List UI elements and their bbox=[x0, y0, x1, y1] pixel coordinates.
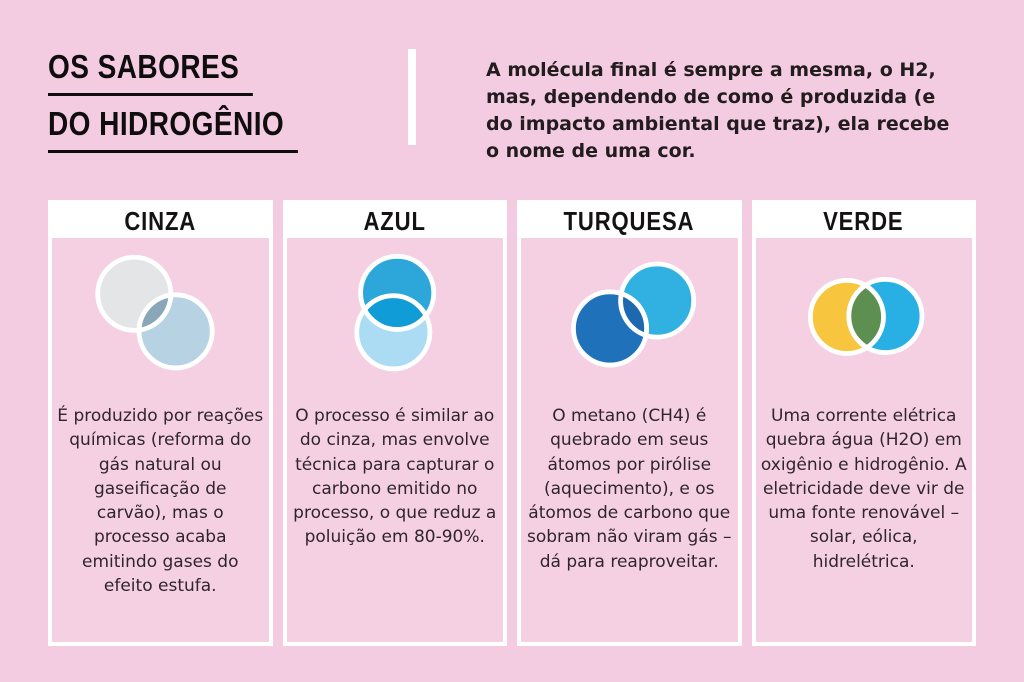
venn-overlap bbox=[360, 293, 432, 330]
card-verde: VERDE Uma corrente elétrica quebra água … bbox=[751, 200, 976, 646]
venn-overlap bbox=[620, 289, 649, 338]
card-turquesa-label: TURQUESA bbox=[563, 205, 695, 236]
card-cinza-header: CINZA bbox=[52, 204, 269, 238]
card-cinza-label: CINZA bbox=[124, 205, 197, 236]
venn-overlap bbox=[845, 280, 883, 354]
venn-diagram-verde bbox=[807, 276, 924, 356]
card-azul: AZUL O processo é similar ao do cinza, m… bbox=[282, 200, 507, 646]
card-body: O metano (CH4) é quebrado em seus átomos… bbox=[521, 238, 738, 642]
card-verde-label: VERDE bbox=[823, 205, 904, 236]
card-turquesa: TURQUESA O metano (CH4) é quebrado em se… bbox=[517, 200, 742, 646]
venn-circle-1-outline bbox=[618, 291, 647, 340]
card-azul-header: AZUL bbox=[286, 204, 503, 238]
venn-overlap bbox=[136, 292, 171, 331]
venn-circle-1-outline bbox=[357, 295, 430, 332]
venn-diagram-turquesa bbox=[571, 261, 697, 368]
venn-diagram-azul bbox=[353, 253, 436, 372]
card-turquesa-description: O metano (CH4) é quebrado em seus átomos… bbox=[526, 406, 732, 572]
card-azul-description: O processo é similar ao do cinza, mas en… bbox=[293, 406, 497, 548]
vertical-divider bbox=[408, 49, 416, 145]
card-body: Uma corrente elétrica quebra água (H2O) … bbox=[756, 238, 973, 642]
page-title-line2: DO HIDROGÊNIO bbox=[48, 105, 298, 162]
card-cinza-description: É produzido por reações químicas (reform… bbox=[57, 406, 264, 597]
card-azul-label: AZUL bbox=[363, 205, 426, 236]
venn-diagram-cinza bbox=[95, 254, 215, 371]
card-verde-header: VERDE bbox=[755, 204, 972, 238]
card-body: O processo é similar ao do cinza, mas en… bbox=[287, 238, 504, 642]
card-body: É produzido por reações químicas (reform… bbox=[52, 238, 269, 642]
page-title: OS SABORES DO HIDROGÊNIO bbox=[48, 48, 342, 162]
card-turquesa-header: TURQUESA bbox=[521, 204, 738, 238]
cards-row: CINZA É produzido por reações químicas (… bbox=[48, 200, 976, 646]
intro-paragraph: A molécula final é sempre a mesma, o H2,… bbox=[486, 59, 950, 162]
card-verde-description: Uma corrente elétrica quebra água (H2O) … bbox=[760, 406, 967, 572]
card-cinza: CINZA É produzido por reações químicas (… bbox=[48, 200, 273, 646]
page-title-line1: OS SABORES bbox=[48, 48, 298, 105]
venn-circle-1-outline bbox=[848, 279, 886, 353]
